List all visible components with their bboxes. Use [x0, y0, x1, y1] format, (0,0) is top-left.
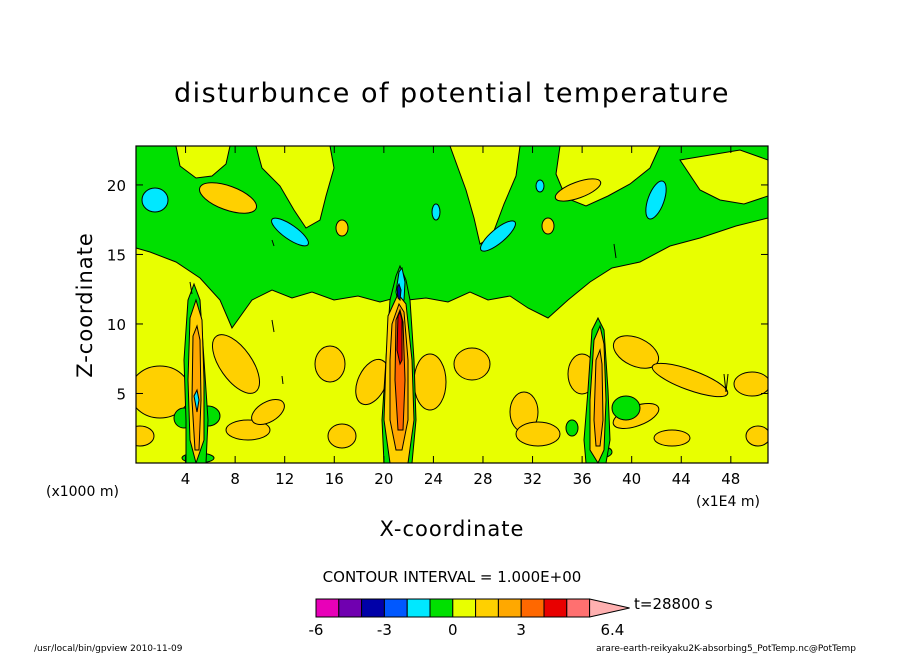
chart-title: disturbunce of potential temperature — [174, 78, 730, 109]
colorbar-swatch — [361, 598, 385, 618]
y-tick-label: 5 — [116, 385, 126, 403]
orange-patch — [453, 347, 491, 381]
orange-patch — [335, 219, 349, 237]
footer-right: arare-earth-reikyaku2K-absorbing5_PotTem… — [596, 644, 856, 654]
cyan-patch — [141, 187, 169, 213]
cyan-patch — [535, 179, 545, 193]
thin-contours — [189, 239, 729, 393]
colorbar-swatch — [429, 598, 454, 618]
orange-patch — [541, 217, 555, 235]
x-tick-label: 28 — [473, 470, 492, 488]
x-axis: 4 8 12 16 20 24 28 32 36 40 44 48 — [181, 146, 740, 488]
colorbar-label: -6 — [309, 621, 324, 639]
colorbar-label: -3 — [377, 621, 392, 639]
colorbar-swatch — [406, 598, 431, 618]
colorbar-swatch — [383, 598, 408, 618]
plot-area — [136, 146, 768, 463]
green-patch — [611, 395, 641, 421]
x-tick-label: 12 — [275, 470, 294, 488]
colorbar-label: 0 — [448, 621, 458, 639]
x-tick-label: 44 — [672, 470, 691, 488]
orange-patch — [733, 371, 768, 397]
time-label: t=28800 s — [634, 595, 713, 613]
colorbar-labels: -6 -3 0 3 6.4 — [309, 621, 625, 639]
x-axis-label: X-coordinate — [380, 517, 525, 541]
orange-patch — [745, 425, 768, 447]
x-tick-label: 20 — [374, 470, 393, 488]
colorbar-swatch — [520, 598, 545, 618]
orange-patch — [251, 399, 285, 425]
x-tick-label: 48 — [721, 470, 740, 488]
colorbar-swatch — [543, 598, 568, 618]
colorbar-label: 6.4 — [600, 621, 624, 639]
x-tick-label: 24 — [424, 470, 443, 488]
x-tick-label: 16 — [325, 470, 344, 488]
contour-interval: CONTOUR INTERVAL = 1.000E+00 — [323, 568, 582, 586]
x-tick-label: 36 — [573, 470, 592, 488]
orange-patch — [653, 429, 691, 447]
orange-patch — [199, 182, 257, 214]
orange-patch — [136, 425, 155, 447]
orange-patch — [554, 178, 602, 202]
orange-patch — [225, 419, 271, 441]
orange-patch — [314, 345, 346, 383]
colorbar — [315, 598, 630, 618]
x-unit-right: (x1E4 m) — [696, 494, 760, 510]
cyan-patch — [480, 220, 516, 252]
colorbar-swatch — [475, 598, 499, 618]
y-axis: 5 10 15 20 — [107, 177, 768, 403]
colorbar-swatch — [452, 598, 477, 618]
convective-column-x37 — [593, 348, 604, 447]
orange-patch — [612, 335, 660, 369]
cyan-patch — [431, 203, 441, 221]
convective-column-x21 — [396, 282, 402, 302]
colorbar-swatch — [338, 598, 363, 618]
colorbar-swatch — [566, 598, 591, 618]
cyan-patch — [271, 217, 309, 247]
cyan-patch — [645, 180, 667, 220]
upper-yellow-tongue — [679, 149, 768, 205]
colorbar-swatch — [315, 598, 340, 618]
y-tick-label: 20 — [107, 177, 126, 195]
x-tick-label: 8 — [230, 470, 240, 488]
orange-patch — [212, 334, 260, 394]
footer-left: /usr/local/bin/gpview 2010-11-09 — [34, 644, 183, 654]
x-tick-label: 40 — [622, 470, 641, 488]
green-patch — [565, 419, 579, 437]
upper-yellow-tongue — [175, 146, 231, 179]
colorbar-swatch — [497, 598, 522, 618]
orange-patch — [515, 421, 561, 447]
x-unit-left: (x1000 m) — [46, 484, 119, 500]
y-tick-label: 10 — [107, 316, 126, 334]
orange-patch — [327, 423, 357, 449]
x-tick-label: 4 — [181, 470, 191, 488]
orange-patch — [651, 362, 729, 398]
colorbar-arrow — [589, 598, 630, 618]
colorbar-label: 3 — [516, 621, 526, 639]
y-axis-label: Z-coordinate — [73, 232, 97, 378]
convective-column-x5 — [193, 388, 200, 413]
upper-yellow-tongue — [255, 146, 335, 229]
convective-column-x5 — [191, 324, 202, 451]
plot-frame — [135, 145, 769, 464]
orange-patch — [413, 353, 447, 411]
x-tick-label: 32 — [523, 470, 542, 488]
y-tick-label: 15 — [107, 246, 126, 264]
convective-column-x21 — [396, 310, 403, 366]
